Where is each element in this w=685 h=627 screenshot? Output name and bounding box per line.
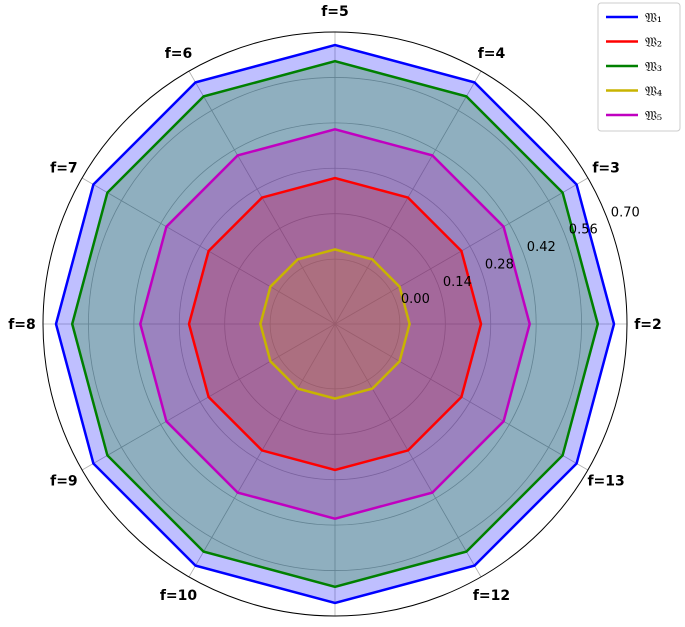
polar-frame — [42, 31, 628, 617]
series-fill-3 — [72, 61, 598, 587]
series-line-3 — [70, 59, 600, 589]
category-label: f=9 — [50, 474, 78, 490]
series-fill-4 — [260, 249, 410, 399]
category-label: f=5 — [321, 4, 349, 20]
legend: 𝔚₁ 𝔚₂ 𝔚₃ 𝔚₄ 𝔚₅ — [597, 2, 681, 132]
series-lines — [42, 31, 628, 617]
category-label: f=2 — [634, 317, 662, 333]
legend-box — [597, 2, 681, 132]
legend-label: 𝔚₃ — [645, 60, 662, 75]
category-label: f=4 — [478, 46, 506, 62]
category-label: f=6 — [165, 46, 193, 62]
r-tick-label: 0.00 — [401, 292, 430, 307]
legend-label: 𝔚₁ — [645, 11, 662, 26]
r-tick-label: 0.28 — [485, 257, 514, 272]
r-tick-label: 0.42 — [527, 240, 556, 255]
legend-label: 𝔚₂ — [645, 36, 662, 51]
series-line-2 — [187, 176, 483, 472]
series-line-4 — [259, 248, 411, 400]
category-label: f=12 — [473, 588, 510, 604]
series-line-5 — [139, 128, 531, 520]
r-tick-label: 0.14 — [443, 275, 472, 290]
axis-labels: 0.00 0.14 0.28 0.42 0.56 0.70 f=2 f=3 f=4 f=5 f=6 f… — [8, 4, 662, 604]
series-fill-1 — [56, 45, 614, 603]
series-line-1 — [54, 43, 616, 605]
r-tick-label: 0.70 — [611, 205, 640, 220]
series-fill-2 — [189, 178, 481, 470]
category-label: f=7 — [50, 161, 78, 177]
category-label: f=8 — [8, 317, 36, 333]
legend-label: 𝔚₅ — [645, 109, 662, 124]
category-label: f=13 — [587, 474, 624, 490]
category-label: f=10 — [160, 588, 198, 604]
r-tick-label: 0.56 — [569, 223, 598, 238]
series-fill-5 — [140, 129, 530, 519]
legend-label: 𝔚₄ — [645, 85, 662, 100]
category-label: f=3 — [592, 161, 620, 177]
series-fills — [56, 45, 614, 603]
